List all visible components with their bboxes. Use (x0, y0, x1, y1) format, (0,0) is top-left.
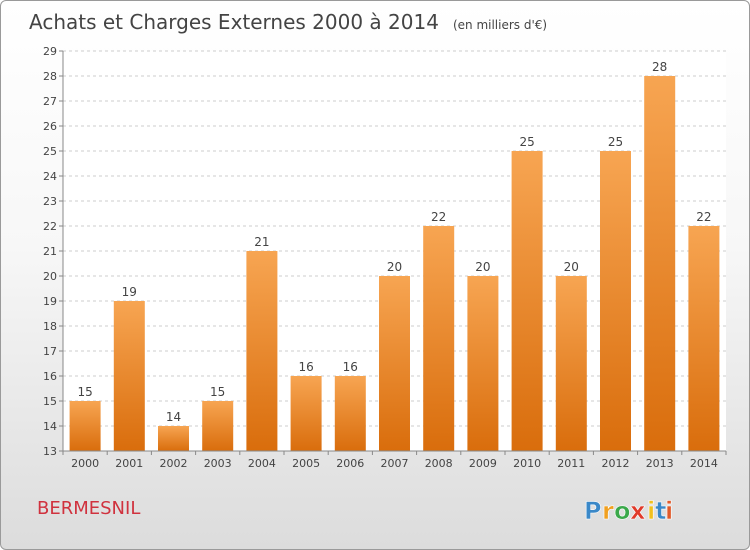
x-tick-label: 2008 (425, 457, 453, 470)
x-tick-label: 2012 (602, 457, 630, 470)
x-tick-label: 2007 (381, 457, 409, 470)
bar-2007 (379, 276, 410, 451)
chart-title: Achats et Charges Externes 2000 à 2014 (e… (29, 10, 547, 34)
logo-letter: t (655, 497, 666, 525)
x-tick-label: 2014 (690, 457, 718, 470)
bar-2012 (600, 151, 631, 451)
bar-value-label: 20 (387, 260, 402, 274)
x-tick-label: 2004 (248, 457, 276, 470)
bar-value-label: 20 (475, 260, 490, 274)
bar-value-label: 15 (77, 385, 92, 399)
y-tick-label: 22 (43, 220, 57, 233)
logo-letter: i (647, 497, 655, 525)
y-tick-label: 26 (43, 120, 57, 133)
bar-2014 (688, 226, 720, 451)
bar-2010 (511, 151, 543, 451)
y-tick-label: 16 (43, 370, 57, 383)
logo-letter: P (584, 497, 602, 525)
y-tick-label: 24 (43, 170, 57, 183)
x-tick-label: 2003 (204, 457, 232, 470)
y-tick-label: 18 (43, 320, 57, 333)
y-tick-label: 14 (43, 420, 57, 433)
y-tick-label: 15 (43, 395, 57, 408)
bar-2001 (113, 301, 145, 451)
bar-value-label: 19 (122, 285, 137, 299)
bar-2003 (202, 401, 234, 451)
bar-value-label: 25 (519, 135, 534, 149)
bar-value-label: 22 (431, 210, 446, 224)
y-tick-label: 29 (43, 45, 57, 58)
x-tick-label: 2005 (292, 457, 320, 470)
y-tick-label: 20 (43, 270, 57, 283)
x-tick-label: 2009 (469, 457, 497, 470)
bar-value-label: 25 (608, 135, 623, 149)
logo-letter: r (602, 497, 614, 525)
bar-value-label: 14 (166, 410, 181, 424)
bar-2009 (467, 276, 499, 451)
bar-2011 (555, 276, 587, 451)
x-tick-label: 2011 (557, 457, 585, 470)
x-tick-label: 2006 (336, 457, 364, 470)
y-tick-label: 17 (43, 345, 57, 358)
x-tick-labels: 2000 2001 2002 2003 2004 2005 2006 2007 2008 2009… (62, 451, 727, 470)
x-tick-label: 2013 (646, 457, 674, 470)
y-tick-label: 25 (43, 145, 57, 158)
x-tick-label: 2010 (513, 457, 541, 470)
bar-value-label: 21 (254, 235, 269, 249)
y-tick-label: 19 (43, 295, 57, 308)
logo-letter: o (614, 497, 631, 525)
y-tick-label: 27 (43, 95, 57, 108)
bar-2013 (644, 76, 676, 451)
bar-value-label: 16 (343, 360, 358, 374)
y-tick-labels: 13 14 15 16 17 18 19 20 21 22 23 24 25 26 27 28 29 (43, 45, 63, 458)
x-tick-label: 2000 (71, 457, 99, 470)
bar-value-label: 22 (696, 210, 711, 224)
logo-letter: i (665, 497, 673, 525)
bar-2008 (423, 226, 455, 451)
bar-2000 (69, 401, 101, 451)
bar-2004 (246, 251, 278, 451)
y-tick-label: 13 (43, 445, 57, 458)
location-label: BERMESNIL (37, 498, 140, 519)
bar-value-label: 15 (210, 385, 225, 399)
y-tick-label: 21 (43, 245, 57, 258)
bar-value-label: 16 (298, 360, 313, 374)
bar-value-labels: 15 19 14 15 21 16 16 20 22 20 25 20 25 28 22 (77, 60, 711, 424)
bar-2006 (334, 376, 366, 451)
y-tick-label: 23 (43, 195, 57, 208)
bar-value-label: 20 (564, 260, 579, 274)
y-tick-label: 28 (43, 70, 57, 83)
x-tick-label: 2002 (160, 457, 188, 470)
bar-value-label: 28 (652, 60, 667, 74)
x-tick-label: 2001 (115, 457, 143, 470)
bar-2002 (158, 426, 189, 451)
bars (69, 76, 720, 451)
bar-2005 (290, 376, 322, 451)
logo-letter: x (630, 497, 646, 525)
